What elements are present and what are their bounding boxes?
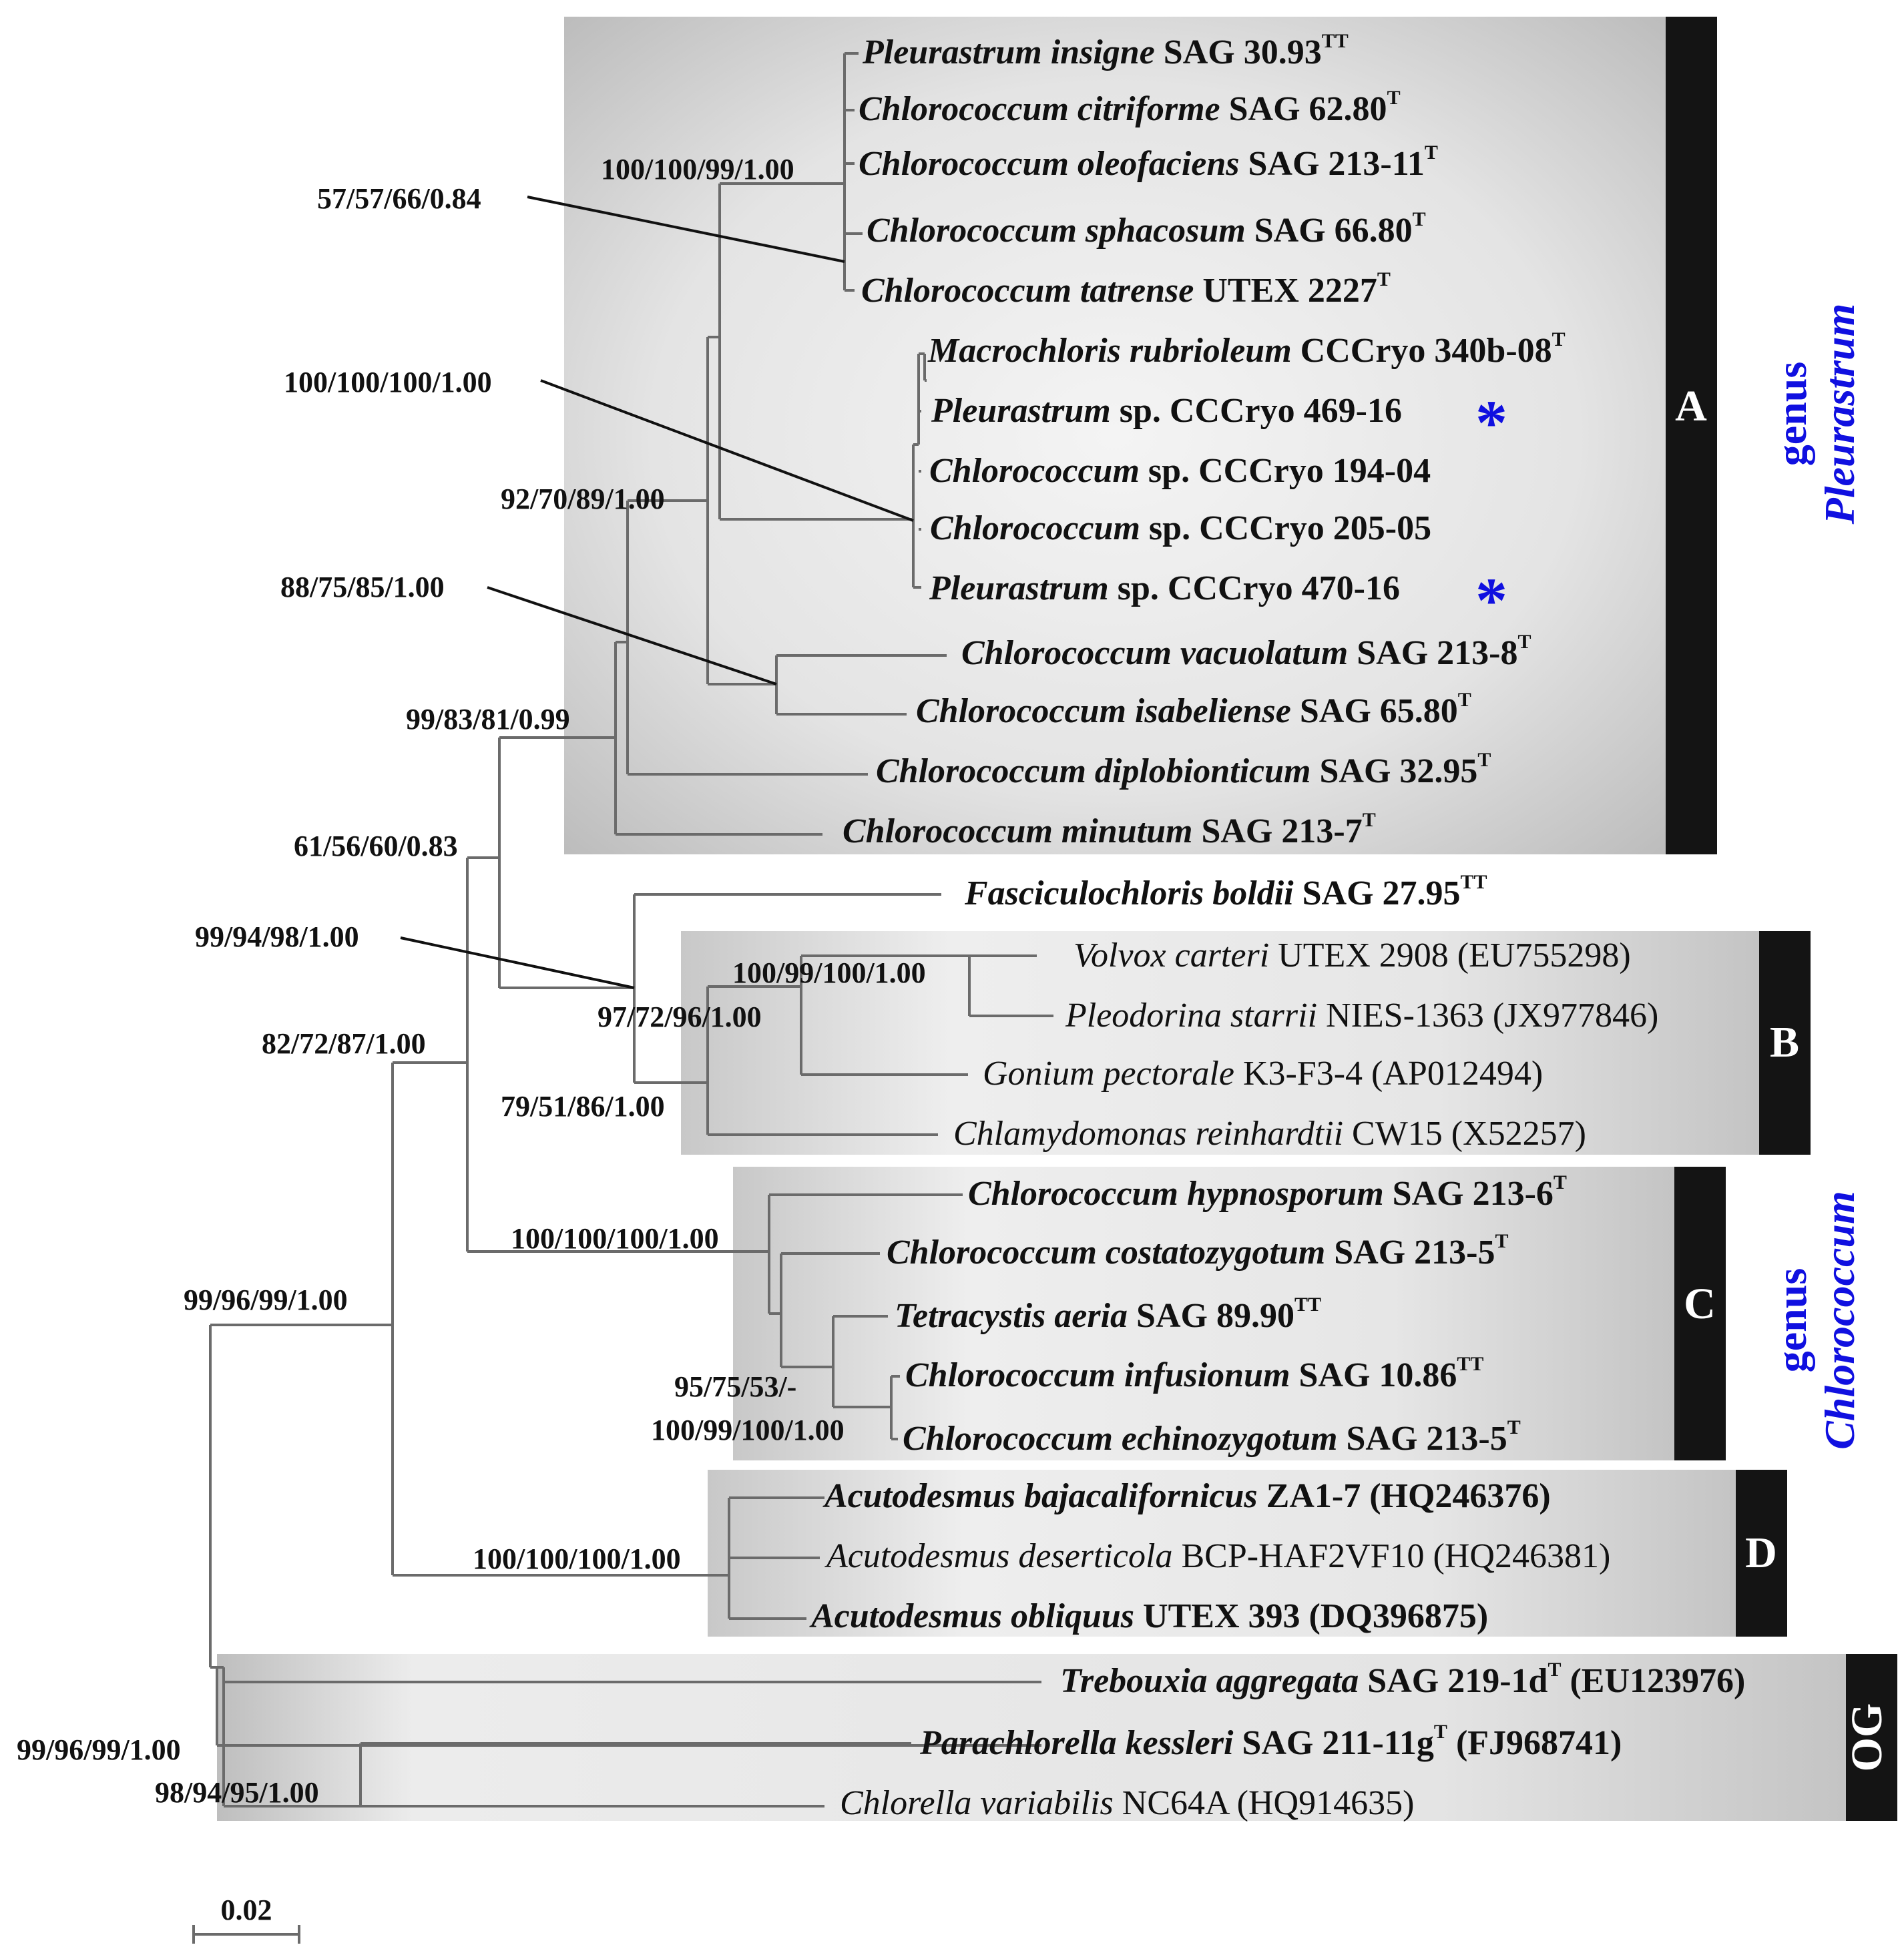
- taxon-label: Chlorococcum isabeliense SAG 65.80T: [916, 689, 1471, 730]
- support-label: 100/100/100/1.00: [511, 1222, 719, 1255]
- taxon-label: Chlorococcum sp. CCCryo 205-05: [930, 509, 1431, 547]
- taxon-labels: Pleurastrum insigne SAG 30.93TT Chloroco…: [809, 30, 1745, 1822]
- taxon-label: Acutodesmus obliquus UTEX 393 (DQ396875): [809, 1597, 1488, 1635]
- support-label: 88/75/85/1.00: [280, 571, 445, 603]
- taxon-label: Acutodesmus bajacalifornicus ZA1-7 (HQ24…: [822, 1477, 1551, 1515]
- genus-chlorococcum-label: genus Chlorococcum: [1768, 1191, 1863, 1450]
- genus-name: Chlorococcum: [1816, 1191, 1863, 1450]
- taxon-label: Chlorococcum costatozygotum SAG 213-5T: [887, 1230, 1509, 1272]
- support-label: 97/72/96/1.00: [598, 1001, 762, 1033]
- scale-bar-label: 0.02: [221, 1894, 272, 1926]
- support-label: 100/100/100/1.00: [284, 366, 492, 398]
- clade-og-bar: [1846, 1654, 1897, 1821]
- clade-c-bar: [1674, 1167, 1726, 1460]
- support-label: 82/72/87/1.00: [262, 1027, 426, 1060]
- clade-d-label: D: [1745, 1528, 1777, 1577]
- support-label: 61/56/60/0.83: [294, 830, 458, 862]
- taxon-label: Chlorococcum vacuolatum SAG 213-8T: [961, 631, 1531, 672]
- taxon-label: Trebouxia aggregata SAG 219-1dT (EU12397…: [1060, 1659, 1745, 1700]
- support-label: 79/51/86/1.00: [501, 1090, 665, 1123]
- genus-word: genus: [1768, 362, 1815, 467]
- support-label: 100/99/100/1.00: [732, 956, 926, 989]
- scale-bar: 0.02: [192, 1894, 300, 1944]
- taxon-label: Tetracystis aeria SAG 89.90TT: [895, 1294, 1321, 1335]
- support-label: 100/99/100/1.00: [651, 1414, 845, 1446]
- star-icon: *: [1475, 565, 1507, 636]
- support-label: 99/83/81/0.99: [406, 703, 570, 736]
- star-icon: *: [1475, 387, 1507, 459]
- taxon-label: Pleurastrum sp. CCCryo 469-16: [931, 392, 1402, 430]
- taxon-label: Chlorococcum tatrense UTEX 2227T: [861, 268, 1391, 310]
- taxon-label: Chlorococcum oleofaciens SAG 213-11T: [859, 142, 1438, 183]
- support-label: 100/100/100/1.00: [473, 1543, 681, 1575]
- taxon-label: Pleurastrum insigne SAG 30.93TT: [862, 30, 1349, 71]
- taxon-label: Chlorococcum minutum SAG 213-7T: [843, 809, 1376, 850]
- taxon-label: Pleurastrum sp. CCCryo 470-16: [929, 569, 1400, 607]
- taxon-label: Chlorococcum hypnosporum SAG 213-6T: [968, 1171, 1567, 1213]
- support-label: 99/96/99/1.00: [17, 1733, 181, 1766]
- clade-a-box: [564, 17, 1666, 854]
- taxon-label: Volvox carteri UTEX 2908 (EU755298): [1074, 936, 1631, 975]
- support-label: 99/94/98/1.00: [195, 920, 359, 953]
- support-label: 92/70/89/1.00: [501, 483, 665, 515]
- clade-c-label: C: [1684, 1280, 1716, 1328]
- taxon-label: Macrochloris rubrioleum CCCryo 340b-08T: [927, 328, 1566, 370]
- taxon-label: Chlorococcum citriforme SAG 62.80T: [859, 87, 1401, 128]
- tree-branches: [209, 52, 1053, 1807]
- taxon-label: Fasciculochloris boldii SAG 27.95TT: [964, 871, 1487, 912]
- taxon-label: Pleodorina starrii NIES-1363 (JX977846): [1065, 997, 1658, 1035]
- support-label: 98/94/95/1.00: [155, 1776, 319, 1809]
- support-values: 57/57/66/0.84 100/100/99/1.00 100/100/10…: [17, 153, 926, 1809]
- taxon-label: Chlorococcum diplobionticum SAG 32.95T: [876, 749, 1491, 790]
- support-label: 57/57/66/0.84: [317, 182, 481, 215]
- taxon-label: Parachlorella kessleri SAG 211-11gT (FJ9…: [919, 1721, 1622, 1762]
- clade-d-bar: [1736, 1470, 1787, 1637]
- genus-word: genus: [1768, 1268, 1815, 1373]
- support-label: 100/100/99/1.00: [601, 153, 794, 186]
- genus-name: Pleurastrum: [1816, 304, 1863, 525]
- support-leader-lines: [400, 196, 914, 989]
- clade-d-box: [708, 1470, 1736, 1637]
- clade-b-bar: [1759, 931, 1811, 1155]
- genus-pleurastrum-label: genus Pleurastrum: [1768, 304, 1863, 525]
- clade-a-label: A: [1675, 382, 1707, 431]
- clade-og-label: OG: [1843, 1703, 1891, 1772]
- clade-b-label: B: [1770, 1018, 1799, 1067]
- clade-b-box: [681, 931, 1759, 1155]
- taxon-label: Acutodesmus deserticola BCP-HAF2VF10 (HQ…: [824, 1537, 1610, 1575]
- taxon-label: Chlorococcum sphacosum SAG 66.80T: [867, 208, 1426, 250]
- taxon-label: Chlorococcum echinozygotum SAG 213-5T: [903, 1416, 1521, 1458]
- clade-a-bar: [1666, 17, 1717, 854]
- taxon-label: Chlorella variabilis NC64A (HQ914635): [840, 1784, 1414, 1822]
- taxon-label: Chlorococcum infusionum SAG 10.86TT: [905, 1353, 1483, 1394]
- taxon-label: Gonium pectorale K3-F3-4 (AP012494): [983, 1055, 1543, 1093]
- support-label: 95/75/53/-: [674, 1370, 796, 1403]
- taxon-label: Chlorococcum sp. CCCryo 194-04: [929, 452, 1431, 490]
- taxon-label: Chlamydomonas reinhardtii CW15 (X52257): [953, 1115, 1586, 1153]
- support-label: 99/96/99/1.00: [184, 1284, 348, 1316]
